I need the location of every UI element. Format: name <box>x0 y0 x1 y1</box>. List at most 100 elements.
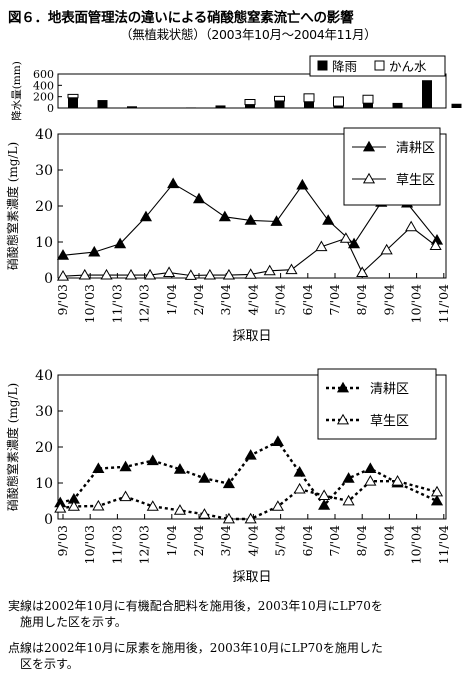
solid-chart-point-grass-cover <box>285 263 298 275</box>
dotted-chart-x-tick-label: 9/'04 <box>381 525 396 557</box>
solid-chart-point-clean-tillage <box>347 237 361 249</box>
dotted-chart-point-clean-tillage <box>146 454 159 466</box>
dotted-chart-point-grass-cover <box>293 482 306 494</box>
dotted-chart-legend-label: 草生区 <box>370 414 409 429</box>
dotted-chart-legend-label: 清耕区 <box>370 381 409 397</box>
solid-chart-point-clean-tillage <box>192 192 206 204</box>
solid-chart-legend-label: 草生区 <box>396 173 435 188</box>
dotted-chart-y-tick-label: 40 <box>35 368 53 384</box>
dotted-chart-point-grass-cover <box>318 489 331 500</box>
note-dotted-line: 点線は2002年10月に尿素を施用後，2003年10月にLP70を施用した 区を… <box>8 640 460 672</box>
dotted-chart-point-clean-tillage <box>318 499 331 510</box>
solid-chart-point-grass-cover <box>78 268 91 280</box>
dotted-chart-point-grass-cover <box>173 504 187 515</box>
dotted-chart-x-tick-label: 2/'04 <box>191 525 206 557</box>
dotted-chart-x-tick-label: 3/'04 <box>218 525 233 557</box>
precip-bar-irrigation <box>67 93 79 99</box>
solid-chart-point-clean-tillage <box>56 249 70 260</box>
solid-chart-point-grass-cover <box>405 220 418 232</box>
solid-chart-point-clean-tillage <box>167 177 180 189</box>
solid-chart-x-tick-label: 4/'04 <box>245 284 260 316</box>
solid-chart-point-clean-tillage <box>244 214 257 225</box>
solid-chart-x-tick-label: 3/'04 <box>218 284 233 316</box>
precip-bar-rain <box>333 106 344 108</box>
dotted-chart-point-clean-tillage <box>364 462 377 473</box>
note-dotted-line-1: 点線は2002年10月に尿素を施用後，2003年10月にLP70を施用した <box>8 641 383 655</box>
solid-chart-point-clean-tillage <box>218 210 231 222</box>
dotted-chart-point-grass-cover <box>54 501 67 513</box>
solid-chart-point-clean-tillage <box>322 214 335 225</box>
dotted-chart-point-grass-cover <box>430 485 444 497</box>
dotted-chart-y-axis-label: 硝酸態窒素濃度 (mg/L) <box>5 383 20 511</box>
dotted-chart-point-clean-tillage <box>293 465 306 477</box>
solid-chart-point-grass-cover <box>56 269 70 281</box>
solid-chart-x-tick-label: 7/'04 <box>327 284 342 316</box>
solid-chart-y-tick-label: 30 <box>35 163 53 179</box>
precip-bar-rain <box>392 102 403 108</box>
note-solid-line-2: 施用した区を示す。 <box>20 615 127 629</box>
precip-y-tick-label: 600 <box>33 68 54 81</box>
precip-bar-irrigation <box>274 95 285 102</box>
dotted-chart-point-clean-tillage <box>92 462 105 473</box>
dotted-chart-x-tick-label: 9/'03 <box>55 525 70 557</box>
solid-chart-x-tick-label: 1/'04 <box>164 284 179 316</box>
dotted-chart-x-tick-label: 7/'04 <box>327 525 342 557</box>
solid-chart-x-tick-label: 12/'03 <box>137 284 152 324</box>
solid-chart-x-tick-label: 5/'04 <box>273 284 288 316</box>
precip-bar-rain <box>304 101 314 108</box>
precip-y-tick-label: 200 <box>33 91 54 104</box>
solid-chart-legend-marker <box>362 140 376 152</box>
precip-legend-label-irrigation: かん水 <box>389 59 427 74</box>
dotted-chart-point-grass-cover <box>119 490 132 502</box>
solid-chart-point-grass-cover <box>163 266 176 277</box>
precip-bar-rain <box>274 100 285 108</box>
solid-chart-legend-marker <box>362 172 376 184</box>
dotted-chart-x-tick-label: 1/'04 <box>164 525 179 557</box>
solid-chart-y-tick-label: 40 <box>35 127 53 143</box>
dotted-chart-point-grass-cover <box>146 500 159 511</box>
precip-bar-rain <box>215 105 226 108</box>
precip-y-tick-label: 400 <box>33 79 54 92</box>
solid-chart-point-grass-cover <box>263 264 276 276</box>
solid-chart-point-grass-cover <box>222 268 235 280</box>
precip-y-tick-label: 0 <box>47 102 54 115</box>
precip-legend-swatch-rain <box>317 60 328 71</box>
solid-chart-y-tick-label: 0 <box>44 271 53 287</box>
solid-chart-x-tick-label: 11/'03 <box>109 284 124 324</box>
dotted-chart-x-tick-label: 5/'04 <box>273 525 288 557</box>
dotted-chart-point-clean-tillage <box>119 460 132 472</box>
dotted-chart-point-grass-cover <box>67 500 80 511</box>
solid-chart-point-grass-cover <box>184 269 197 280</box>
precip-y-axis-label: 降水量(mm) <box>10 61 23 121</box>
solid-chart-x-axis-label: 採取日 <box>232 329 271 344</box>
solid-chart-point-grass-cover <box>124 268 138 280</box>
dotted-chart-x-tick-label: 11/'03 <box>109 525 124 565</box>
dotted-chart-x-axis-label: 採取日 <box>232 570 271 585</box>
precip-bar-irrigation <box>244 99 256 106</box>
precip-legend-label-rain: 降雨 <box>332 59 357 74</box>
solid-chart-point-grass-cover <box>380 243 393 255</box>
dotted-chart-point-clean-tillage <box>271 435 284 446</box>
solid-chart-point-grass-cover <box>339 232 352 243</box>
dotted-chart-legend-marker <box>336 413 350 425</box>
solid-chart-point-grass-cover <box>244 268 257 279</box>
dotted-chart-point-grass-cover <box>391 474 404 486</box>
dotted-chart-point-clean-tillage <box>342 472 355 483</box>
solid-chart-x-tick-label: 8/'04 <box>354 284 369 316</box>
precip-bar-irrigation <box>362 94 374 104</box>
precip-bar-irrigation <box>303 93 315 103</box>
precip-bar-rain <box>451 103 462 108</box>
note-solid-line-1: 実線は2002年10月に有機配合肥料を施用後，2003年10月にLP70を <box>8 599 383 613</box>
solid-chart-legend-box <box>343 127 441 206</box>
precip-bar-rain <box>422 80 432 108</box>
precip-bar-irrigation <box>333 96 344 107</box>
solid-chart-point-grass-cover <box>203 268 216 280</box>
figure-title: 図６．地表面管理法の違いによる硝酸態窒素流亡への影響 <box>8 10 354 26</box>
dotted-chart-point-clean-tillage <box>430 494 444 506</box>
dotted-chart-point-grass-cover <box>222 512 235 524</box>
dotted-chart-point-clean-tillage <box>173 463 187 474</box>
dotted-chart-point-grass-cover <box>244 512 257 524</box>
precip-legend-swatch-irrigation <box>374 60 385 71</box>
dotted-chart-point-grass-cover <box>364 474 377 486</box>
